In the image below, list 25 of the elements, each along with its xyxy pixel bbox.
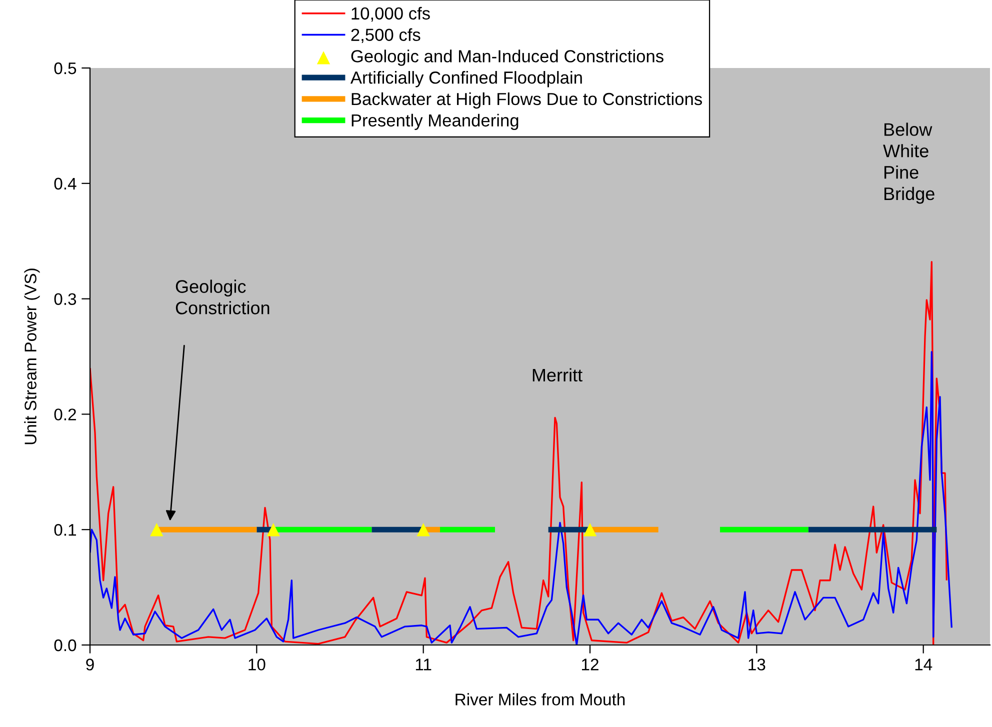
x-tick-label: 9 — [86, 658, 94, 670]
legend-label: Artificially Confined Floodplain — [350, 71, 582, 88]
annotation: Merritt — [532, 368, 582, 382]
x-tick-label: 13 — [748, 658, 766, 670]
y-tick-label: 0.2 — [54, 408, 76, 420]
x-tick-label: 14 — [915, 658, 932, 670]
y-tick-label: 0.4 — [54, 178, 76, 190]
x-tick-label: 11 — [416, 658, 432, 670]
y-tick-label: 0.0 — [54, 639, 76, 652]
legend-label: Backwater at High Flows Due to Constrictions — [352, 92, 702, 109]
annotation: Geologic Constriction — [176, 280, 270, 314]
annotation: Below White Pine Bridge — [883, 122, 934, 204]
legend-label: 10,000 cfs — [352, 6, 430, 22]
y-axis-title: Unit Stream Power (VS) — [24, 268, 40, 444]
legend-label: 2,500 cfs — [351, 28, 420, 44]
line-series — [90, 351, 952, 645]
y-tick-label: 0.3 — [54, 293, 76, 306]
line-series — [90, 261, 948, 645]
legend-label: Presently Meandering — [352, 114, 518, 130]
y-tick-label: 0.5 — [54, 62, 76, 74]
x-tick-label: 12 — [582, 658, 598, 670]
y-tick-label: 0.1 — [54, 524, 76, 536]
x-axis-title: River Miles from Mouth — [456, 693, 625, 706]
x-tick-label: 10 — [248, 658, 266, 670]
legend-label: Geologic and Man-Induced Constrictions — [351, 50, 664, 66]
